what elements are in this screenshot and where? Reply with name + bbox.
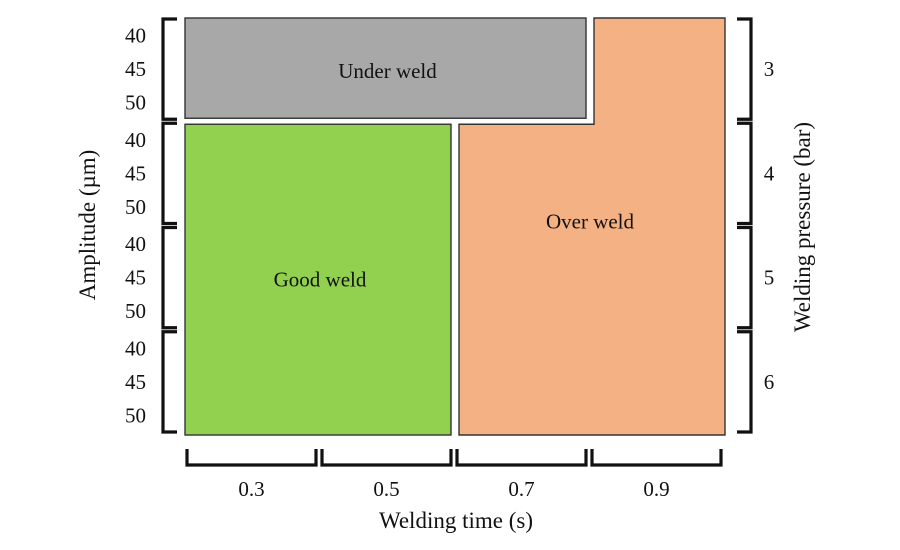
welding-time-brackets bbox=[185, 449, 723, 467]
region-label-under-weld: Under weld bbox=[338, 59, 437, 83]
region-label-over-weld: Over weld bbox=[546, 210, 635, 234]
time-bracket-0-5 bbox=[320, 449, 453, 467]
amplitude-tick-label: 40 bbox=[125, 232, 146, 256]
time-bracket-0-9 bbox=[590, 449, 723, 467]
time-bracket-0-3 bbox=[185, 449, 318, 467]
time-tick-label-0-7: 0.7 bbox=[508, 477, 534, 501]
amplitude-tick-label: 45 bbox=[125, 370, 146, 394]
amplitude-bracket-3 bbox=[161, 225, 177, 330]
pressure-bracket-3 bbox=[737, 17, 753, 121]
amplitude-tick-label: 45 bbox=[125, 266, 146, 290]
amplitude-tick-label: 50 bbox=[125, 403, 146, 427]
amplitude-bracket-1 bbox=[161, 17, 177, 121]
region-under-weld bbox=[184, 17, 587, 119]
pressure-tick-label-6: 6 bbox=[764, 370, 775, 394]
regions-layer bbox=[184, 17, 726, 436]
pressure-bracket-5 bbox=[737, 225, 753, 330]
pressure-bracket-6 bbox=[737, 330, 753, 434]
amplitude-tick-label: 50 bbox=[125, 195, 146, 219]
pressure-brackets bbox=[737, 17, 753, 434]
left-y-axis-title: Amplitude (µm) bbox=[75, 150, 100, 301]
amplitude-bracket-4 bbox=[161, 330, 177, 434]
welding-time-tick-labels: 0.3 0.5 0.7 0.9 bbox=[238, 477, 669, 501]
amplitude-tick-label: 40 bbox=[125, 128, 146, 152]
region-labels-layer: Under weld Good weld Over weld bbox=[274, 59, 635, 292]
right-y-axis-title: Welding pressure (bar) bbox=[790, 122, 815, 332]
pressure-bracket-4 bbox=[737, 121, 753, 226]
pressure-tick-labels: 3 4 5 6 bbox=[764, 57, 775, 394]
amplitude-tick-labels: 40 45 50 40 45 50 40 45 50 40 45 50 bbox=[125, 24, 146, 428]
pressure-tick-label-3: 3 bbox=[764, 57, 775, 81]
amplitude-brackets bbox=[161, 17, 177, 434]
amplitude-tick-label: 40 bbox=[125, 24, 146, 48]
pressure-tick-label-4: 4 bbox=[764, 161, 775, 185]
pressure-tick-label-5: 5 bbox=[764, 266, 775, 290]
region-good-weld bbox=[184, 123, 452, 436]
time-tick-label-0-3: 0.3 bbox=[238, 477, 264, 501]
amplitude-tick-label: 40 bbox=[125, 336, 146, 360]
region-label-good-weld: Good weld bbox=[274, 268, 367, 292]
amplitude-tick-label: 50 bbox=[125, 91, 146, 115]
amplitude-bracket-2 bbox=[161, 121, 177, 226]
time-tick-label-0-5: 0.5 bbox=[373, 477, 399, 501]
amplitude-tick-label: 50 bbox=[125, 299, 146, 323]
amplitude-tick-label: 45 bbox=[125, 161, 146, 185]
time-bracket-0-7 bbox=[455, 449, 588, 467]
x-axis-title: Welding time (s) bbox=[379, 508, 533, 533]
region-over-weld bbox=[458, 17, 726, 436]
amplitude-tick-label: 45 bbox=[125, 57, 146, 81]
time-tick-label-0-9: 0.9 bbox=[643, 477, 669, 501]
